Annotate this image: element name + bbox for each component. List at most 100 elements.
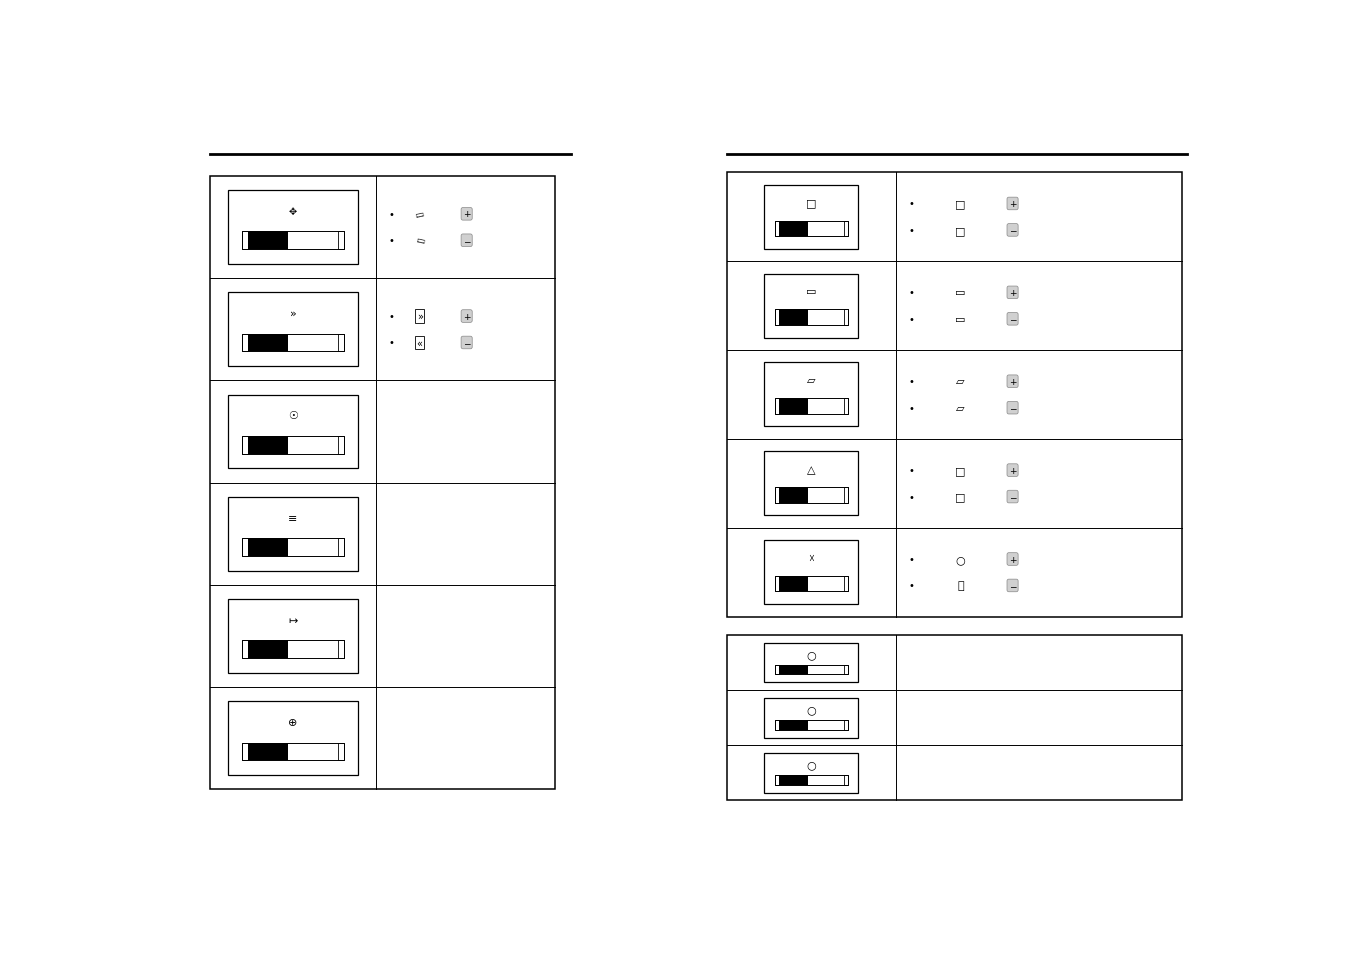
Text: ▭: ▭ xyxy=(956,288,965,298)
Bar xyxy=(775,399,779,415)
Bar xyxy=(775,776,848,785)
Bar xyxy=(809,577,844,592)
Text: ☓: ☓ xyxy=(809,554,814,563)
Bar xyxy=(728,173,1182,617)
Bar xyxy=(775,221,779,236)
Bar xyxy=(844,399,848,415)
Text: −: − xyxy=(1008,314,1016,324)
Text: +: + xyxy=(1008,200,1016,209)
Bar xyxy=(248,742,288,760)
Text: •: • xyxy=(909,314,914,324)
Bar xyxy=(764,363,859,427)
Text: ○: ○ xyxy=(956,555,965,564)
Bar xyxy=(228,294,359,367)
Text: •: • xyxy=(909,555,914,564)
Text: •: • xyxy=(388,210,394,219)
Bar xyxy=(338,742,344,760)
Bar xyxy=(243,538,248,557)
Bar xyxy=(809,399,844,415)
Bar xyxy=(338,335,344,352)
Bar xyxy=(243,742,248,760)
Bar xyxy=(338,640,344,659)
Bar xyxy=(288,233,338,250)
Bar xyxy=(248,233,288,250)
Text: •: • xyxy=(909,580,914,591)
Text: +: + xyxy=(1008,555,1016,564)
Bar xyxy=(779,399,809,415)
Bar xyxy=(809,488,844,503)
Bar xyxy=(338,538,344,557)
Bar xyxy=(243,640,344,659)
Text: •: • xyxy=(909,288,914,298)
Bar xyxy=(775,221,848,236)
Bar xyxy=(775,776,779,785)
Bar xyxy=(764,699,859,738)
Bar xyxy=(775,310,779,325)
Text: »: » xyxy=(417,312,422,322)
Text: □: □ xyxy=(806,198,817,209)
Bar xyxy=(775,665,848,675)
Text: •: • xyxy=(388,236,394,246)
Text: •: • xyxy=(909,376,914,387)
Text: »: » xyxy=(290,309,297,318)
Text: •: • xyxy=(388,338,394,348)
Text: +: + xyxy=(1008,289,1016,297)
Text: ☉: ☉ xyxy=(288,411,298,421)
Bar xyxy=(779,776,809,785)
Text: +: + xyxy=(462,210,470,219)
Bar xyxy=(248,538,288,557)
Bar xyxy=(844,310,848,325)
Bar xyxy=(764,643,859,682)
Text: −: − xyxy=(1008,493,1016,501)
Bar xyxy=(288,335,338,352)
Bar xyxy=(243,436,248,454)
Bar xyxy=(775,665,779,675)
Bar xyxy=(844,665,848,675)
Bar xyxy=(288,538,338,557)
Bar xyxy=(775,488,779,503)
Bar xyxy=(779,310,809,325)
Text: ⊕: ⊕ xyxy=(288,718,298,727)
Text: □: □ xyxy=(956,492,965,502)
Bar xyxy=(809,221,844,236)
Text: ○: ○ xyxy=(806,760,817,769)
Text: −: − xyxy=(1008,226,1016,235)
Text: ↦: ↦ xyxy=(288,615,298,625)
Bar xyxy=(775,720,779,730)
Bar xyxy=(243,436,344,454)
Bar xyxy=(764,540,859,604)
Bar xyxy=(809,720,844,730)
Bar xyxy=(248,436,288,454)
Bar xyxy=(775,488,848,503)
Bar xyxy=(243,538,344,557)
Bar xyxy=(779,221,809,236)
Bar xyxy=(764,452,859,516)
Text: •: • xyxy=(909,492,914,502)
Text: ⎕: ⎕ xyxy=(957,580,964,591)
Text: ▭: ▭ xyxy=(806,287,817,297)
Bar xyxy=(775,720,848,730)
Bar xyxy=(243,742,344,760)
Text: ▱: ▱ xyxy=(807,376,816,386)
Text: •: • xyxy=(909,199,914,210)
Bar xyxy=(210,176,555,789)
Text: −: − xyxy=(462,236,470,246)
Text: +: + xyxy=(462,313,470,321)
Text: •: • xyxy=(388,312,394,322)
Text: ▱: ▱ xyxy=(956,376,965,387)
Text: ▭: ▭ xyxy=(956,314,965,324)
Bar xyxy=(775,577,779,592)
Text: □: □ xyxy=(956,466,965,476)
Bar xyxy=(844,488,848,503)
Bar xyxy=(288,436,338,454)
Bar xyxy=(288,640,338,659)
Bar xyxy=(779,665,809,675)
Bar xyxy=(779,488,809,503)
Text: •: • xyxy=(909,403,914,414)
Bar xyxy=(338,233,344,250)
Bar xyxy=(809,776,844,785)
Text: ✥: ✥ xyxy=(288,207,297,216)
Text: −: − xyxy=(1008,404,1016,413)
Bar xyxy=(775,399,848,415)
Bar xyxy=(288,742,338,760)
